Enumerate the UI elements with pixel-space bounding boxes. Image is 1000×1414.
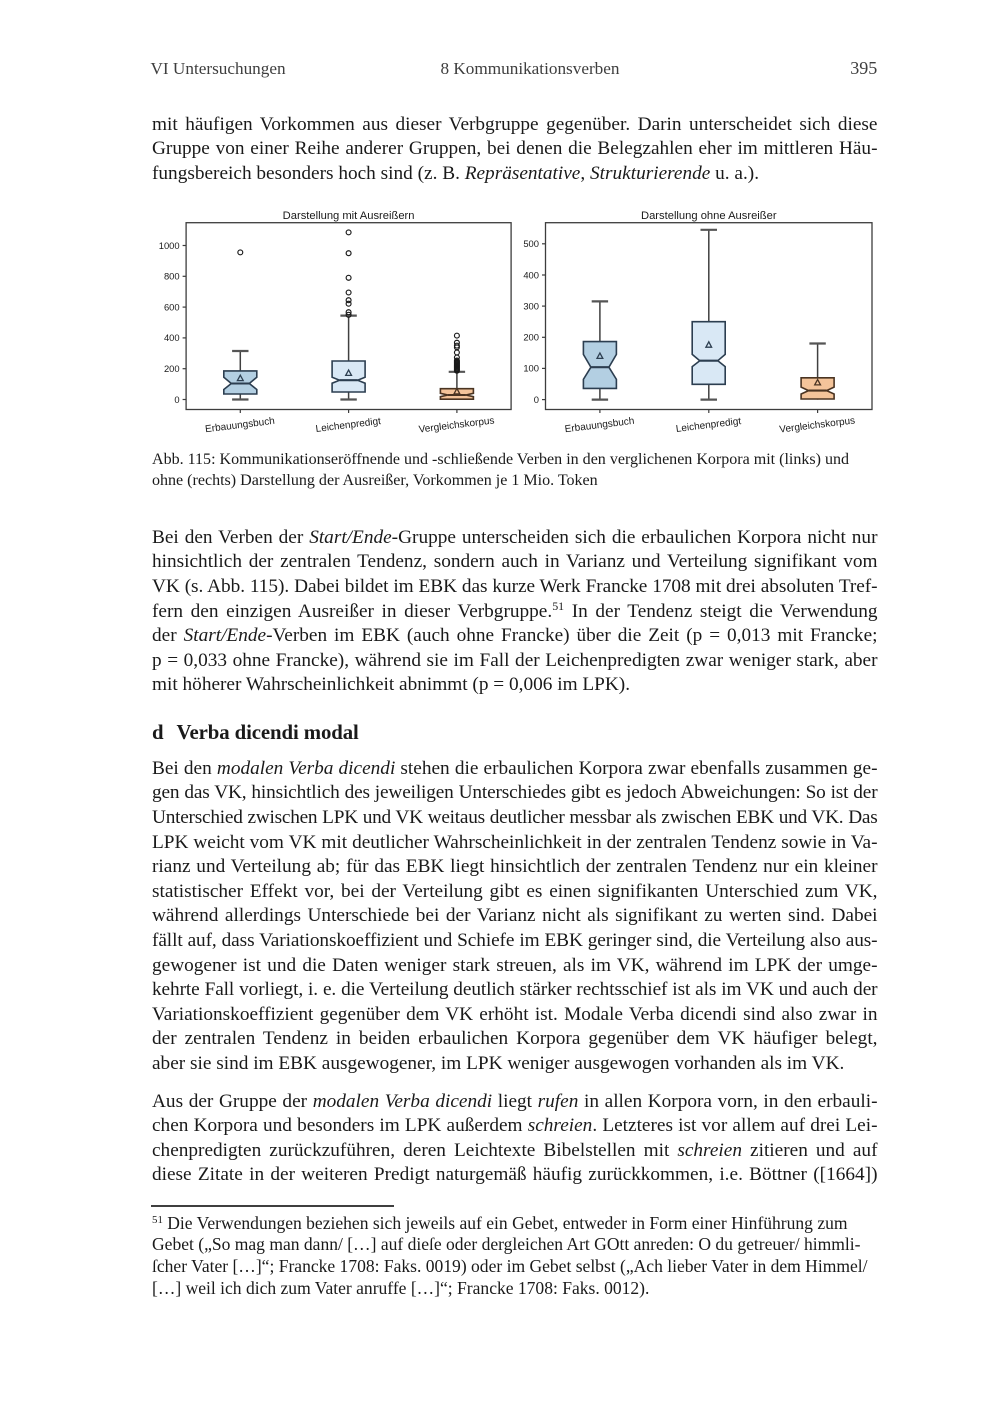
- svg-text:500: 500: [523, 238, 539, 249]
- svg-text:200: 200: [523, 332, 539, 343]
- svg-text:Erbauungsbuch: Erbauungsbuch: [564, 416, 635, 435]
- svg-text:Leichenpredigt: Leichenpredigt: [315, 416, 382, 435]
- svg-text:Leichenpredigt: Leichenpredigt: [675, 416, 742, 435]
- svg-text:Darstellung ohne Ausreißer: Darstellung ohne Ausreißer: [641, 210, 777, 222]
- svg-text:100: 100: [523, 363, 539, 374]
- svg-text:200: 200: [164, 363, 180, 374]
- svg-text:300: 300: [523, 300, 539, 311]
- svg-text:1000: 1000: [159, 240, 180, 251]
- svg-text:400: 400: [164, 332, 180, 343]
- svg-text:0: 0: [534, 394, 539, 405]
- svg-text:Erbauungsbuch: Erbauungsbuch: [205, 416, 276, 435]
- svg-text:Vergleichskorpus: Vergleichskorpus: [418, 415, 495, 435]
- svg-text:0: 0: [174, 394, 179, 405]
- svg-text:800: 800: [164, 271, 180, 282]
- svg-text:Vergleichskorpus: Vergleichskorpus: [779, 415, 856, 435]
- svg-text:Darstellung mit Ausreißern: Darstellung mit Ausreißern: [283, 210, 415, 222]
- svg-text:600: 600: [164, 301, 180, 312]
- svg-text:400: 400: [523, 269, 539, 280]
